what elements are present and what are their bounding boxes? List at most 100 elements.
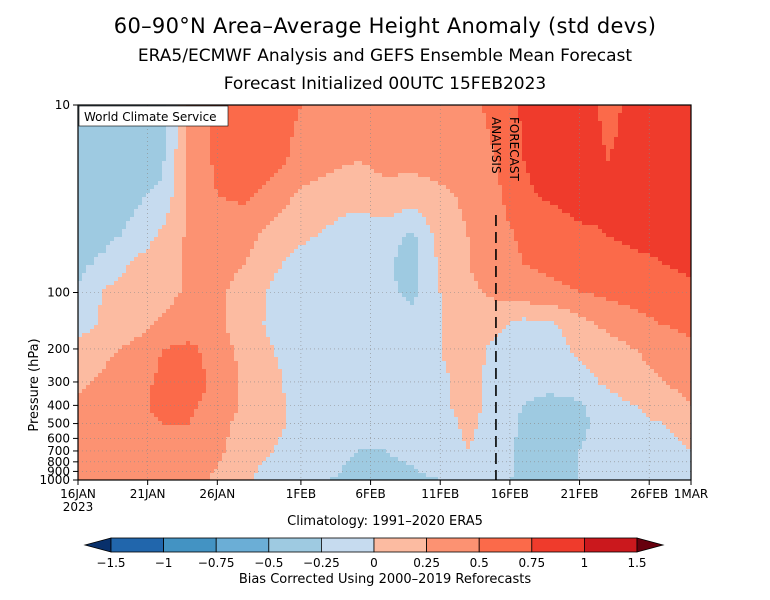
anomaly-cell xyxy=(318,165,323,170)
anomaly-cell xyxy=(462,205,467,210)
anomaly-cell xyxy=(658,173,663,178)
anomaly-cell xyxy=(638,133,643,138)
anomaly-cell xyxy=(266,205,271,210)
anomaly-cell xyxy=(282,153,287,158)
anomaly-cell xyxy=(662,193,667,198)
anomaly-cell xyxy=(586,133,591,138)
anomaly-cell xyxy=(146,161,151,166)
anomaly-cell xyxy=(466,193,471,198)
anomaly-cell xyxy=(526,209,531,214)
anomaly-cell xyxy=(606,113,611,118)
anomaly-cell xyxy=(534,173,539,178)
anomaly-cell xyxy=(422,109,427,114)
anomaly-cell xyxy=(162,193,167,198)
anomaly-cell xyxy=(310,137,315,142)
anomaly-cell xyxy=(542,169,547,174)
anomaly-cell xyxy=(570,149,575,154)
anomaly-cell xyxy=(158,181,163,186)
anomaly-cell xyxy=(510,169,515,174)
anomaly-cell xyxy=(102,213,107,218)
anomaly-cell xyxy=(614,153,619,158)
anomaly-cell xyxy=(306,157,311,162)
anomaly-cell xyxy=(450,185,455,190)
anomaly-cell xyxy=(602,177,607,182)
anomaly-cell xyxy=(366,125,371,130)
anomaly-cell xyxy=(502,109,507,114)
anomaly-cell xyxy=(474,173,479,178)
anomaly-cell xyxy=(198,157,203,162)
anomaly-cell xyxy=(398,153,403,158)
anomaly-cell xyxy=(638,181,643,186)
anomaly-cell xyxy=(494,149,499,154)
anomaly-cell xyxy=(502,161,507,166)
anomaly-cell xyxy=(622,149,627,154)
anomaly-cell xyxy=(266,181,271,186)
anomaly-cell xyxy=(258,185,263,190)
anomaly-cell xyxy=(318,125,323,130)
anomaly-cell xyxy=(442,105,447,110)
anomaly-cell xyxy=(506,189,511,194)
anomaly-cell xyxy=(370,177,375,182)
anomaly-cell xyxy=(654,165,659,170)
anomaly-cell xyxy=(642,157,647,162)
anomaly-cell xyxy=(458,229,463,234)
anomaly-cell xyxy=(202,173,207,178)
anomaly-cell xyxy=(134,189,139,194)
anomaly-cell xyxy=(154,221,159,226)
anomaly-cell xyxy=(666,109,671,114)
anomaly-cell xyxy=(246,189,251,194)
anomaly-cell xyxy=(210,161,215,166)
anomaly-cell xyxy=(162,229,167,234)
anomaly-cell xyxy=(566,145,571,150)
anomaly-cell xyxy=(94,129,99,134)
anomaly-cell xyxy=(266,157,271,162)
anomaly-cell xyxy=(250,225,255,230)
anomaly-cell xyxy=(514,165,519,170)
anomaly-cell xyxy=(98,177,103,182)
anomaly-cell xyxy=(158,201,163,206)
anomaly-cell xyxy=(686,205,691,210)
anomaly-cell xyxy=(670,129,675,134)
anomaly-cell xyxy=(242,177,247,182)
anomaly-cell xyxy=(442,205,447,210)
anomaly-cell xyxy=(182,221,187,226)
anomaly-cell xyxy=(518,157,523,162)
anomaly-cell xyxy=(294,205,299,210)
anomaly-cell xyxy=(394,177,399,182)
anomaly-cell xyxy=(538,117,543,122)
anomaly-cell xyxy=(414,149,419,154)
anomaly-cell xyxy=(190,197,195,202)
anomaly-cell xyxy=(294,177,299,182)
anomaly-cell xyxy=(174,177,179,182)
anomaly-cell xyxy=(114,213,119,218)
anomaly-cell xyxy=(130,181,135,186)
anomaly-cell xyxy=(622,169,627,174)
anomaly-cell xyxy=(426,133,431,138)
anomaly-cell xyxy=(634,201,639,206)
anomaly-cell xyxy=(462,201,467,206)
anomaly-cell xyxy=(446,193,451,198)
anomaly-cell xyxy=(634,197,639,202)
anomaly-cell xyxy=(110,217,115,222)
anomaly-cell xyxy=(534,165,539,170)
anomaly-cell xyxy=(198,161,203,166)
anomaly-cell xyxy=(170,205,175,210)
anomaly-cell xyxy=(122,173,127,178)
anomaly-cell xyxy=(470,193,475,198)
anomaly-cell xyxy=(394,165,399,170)
anomaly-cell xyxy=(622,153,627,158)
anomaly-cell xyxy=(366,205,371,210)
anomaly-cell xyxy=(354,125,359,130)
anomaly-cell xyxy=(478,205,483,210)
anomaly-cell xyxy=(574,137,579,142)
anomaly-cell xyxy=(666,185,671,190)
anomaly-cell xyxy=(422,133,427,138)
anomaly-cell xyxy=(418,153,423,158)
anomaly-cell xyxy=(290,133,295,138)
anomaly-cell xyxy=(674,161,679,166)
anomaly-cell xyxy=(282,161,287,166)
anomaly-cell xyxy=(470,189,475,194)
anomaly-cell xyxy=(210,133,215,138)
anomaly-cell xyxy=(470,169,475,174)
anomaly-cell xyxy=(194,125,199,130)
